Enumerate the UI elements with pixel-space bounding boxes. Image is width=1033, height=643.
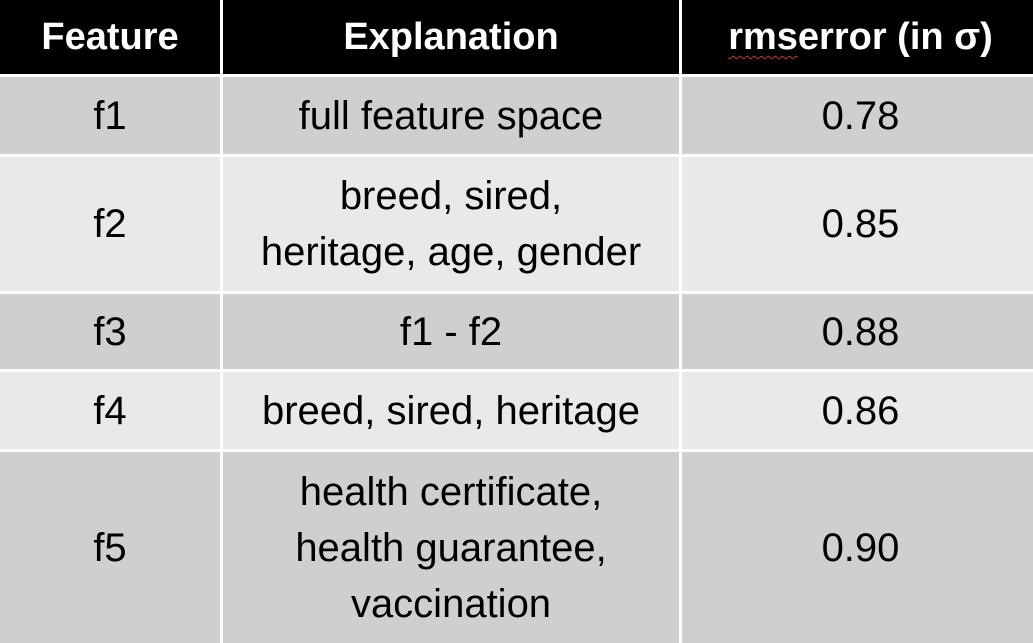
header-rms-rest: error (in σ) — [797, 16, 993, 58]
row-2-feature: f2 — [0, 157, 220, 291]
row-5-explanation: health certificate, health guarantee, va… — [223, 452, 679, 643]
row-3-explanation: f1 - f2 — [223, 294, 679, 369]
row-4-explanation: breed, sired, heritage — [223, 372, 679, 449]
row-4-rms-error: 0.86 — [682, 372, 1033, 449]
header-rms-error: rms error (in σ) — [682, 0, 1033, 74]
row-5-feature: f5 — [0, 452, 220, 643]
row-1-rms-error: 0.78 — [682, 77, 1033, 154]
row-1-explanation: full feature space — [223, 77, 679, 154]
row-2-explanation: breed, sired, heritage, age, gender — [223, 157, 679, 291]
row-5-rms-error: 0.90 — [682, 452, 1033, 643]
row-3-rms-error: 0.88 — [682, 294, 1033, 369]
row-4-feature: f4 — [0, 372, 220, 449]
row-1-feature: f1 — [0, 77, 220, 154]
header-explanation: Explanation — [223, 0, 679, 74]
header-feature: Feature — [0, 0, 220, 74]
row-3-feature: f3 — [0, 294, 220, 369]
row-2-rms-error: 0.85 — [682, 157, 1033, 291]
header-rms-word: rms — [728, 16, 798, 58]
